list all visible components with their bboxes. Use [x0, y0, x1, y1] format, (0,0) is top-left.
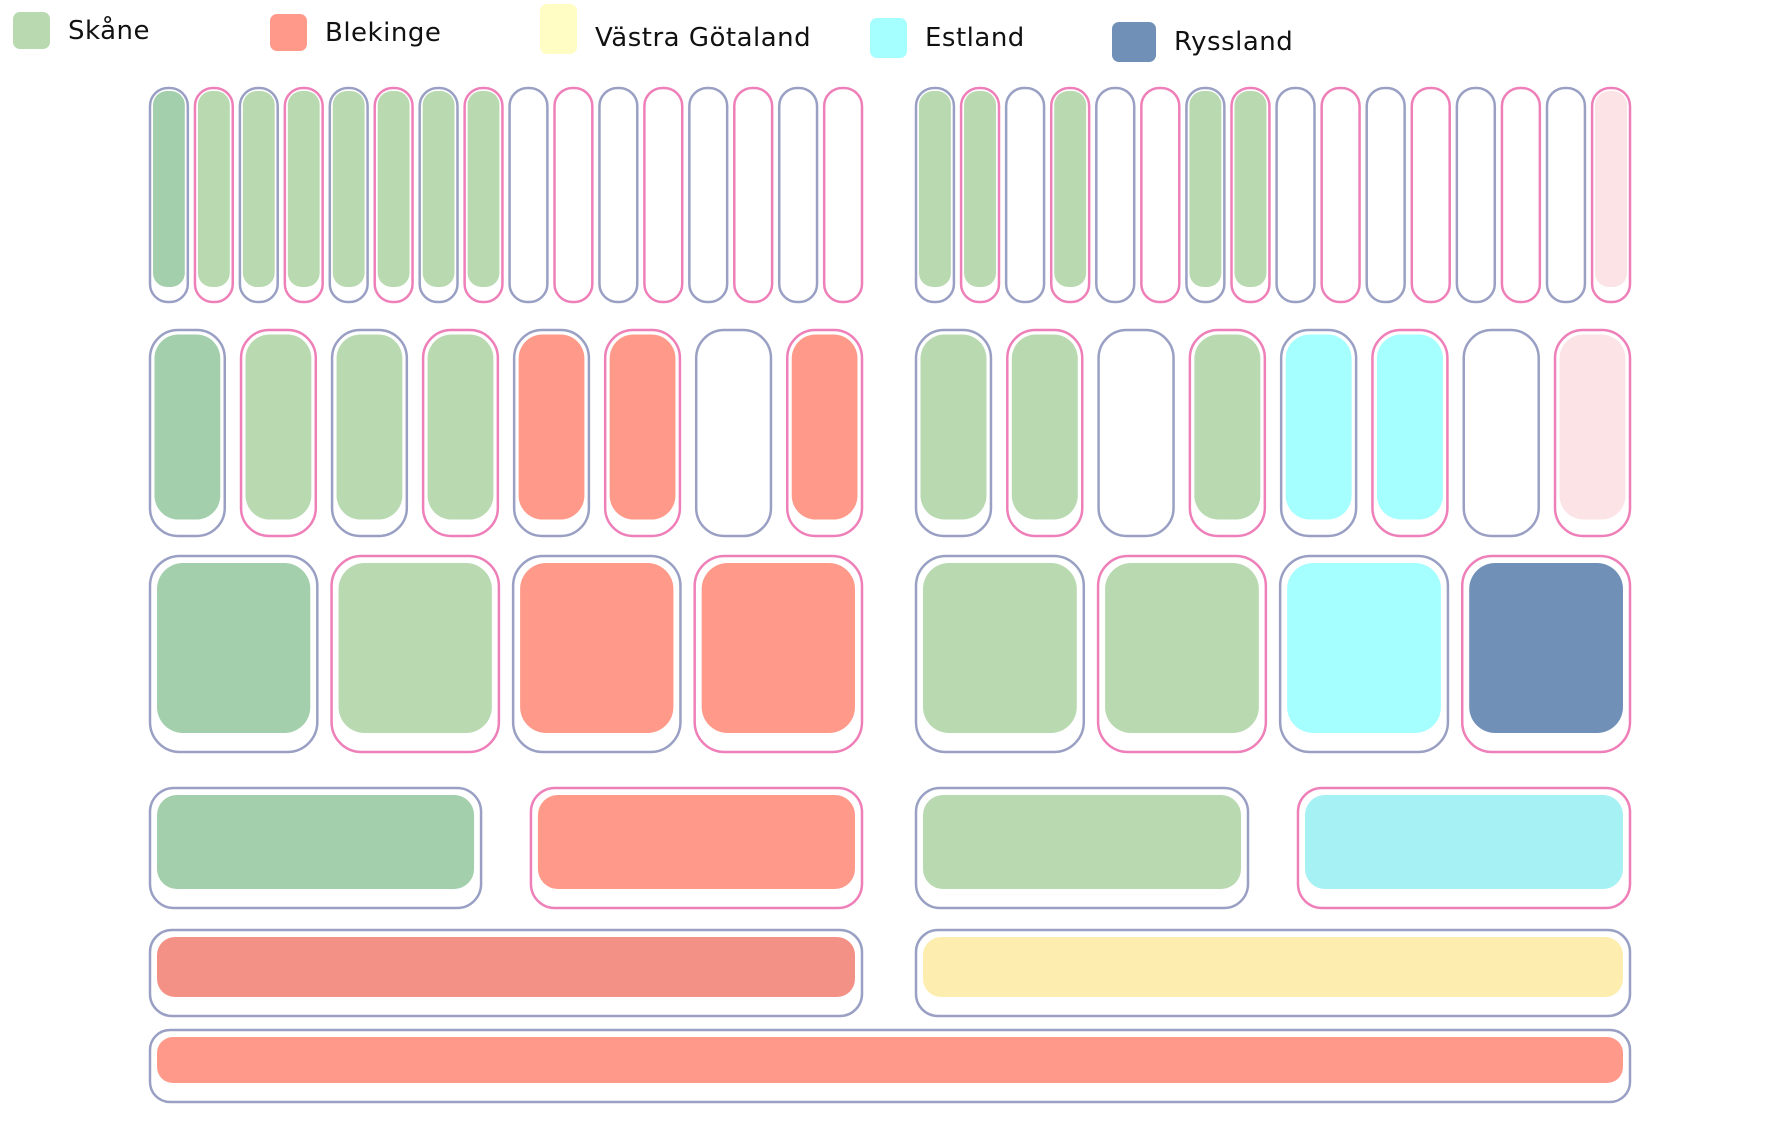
round-64-right-slot-7-fill [1189, 91, 1222, 287]
round-64-left-slot-1-fill [153, 91, 185, 287]
round-64-right-slot-frame [1275, 86, 1316, 304]
round-64-left-slot-7-fill [422, 91, 455, 287]
round-64-left-slot-4-fill [287, 91, 320, 287]
legend-item-estland: Estland [870, 18, 1025, 58]
round-64-left-slot-frame [508, 86, 549, 304]
legend-item-vastra-gotaland: Västra Götaland [540, 4, 811, 54]
semifinal-right-slot-1-fill [923, 937, 1623, 997]
round-64-right-slot-frame [1410, 86, 1451, 304]
round-64-right-slot-1-fill [919, 91, 951, 287]
round-64-right-slot-16-fill [1595, 91, 1627, 287]
round-64-right-slot-8-fill [1234, 91, 1267, 287]
legend-label-ryssland: Ryssland [1174, 27, 1294, 57]
round-64-right-slot-frame [1500, 86, 1542, 304]
round-32-right-slot-2-fill [1011, 334, 1078, 520]
round-32-right-slot-8-fill [1559, 334, 1626, 520]
round-64-left-slot-frame [777, 86, 819, 304]
round-32-left-slot-8-fill [791, 334, 858, 520]
round-32-left-slot-5-fill [518, 334, 585, 520]
round-32-left-slot-1-fill [154, 334, 221, 520]
round-16-right-slot-4-fill [1469, 563, 1623, 733]
legend-item-skane: Skåne [13, 12, 150, 49]
round-64-right-slot-2-fill [964, 91, 997, 287]
legend-swatch-estland [870, 18, 907, 58]
round-64-left-slot-frame [598, 86, 639, 304]
round-64-right-slot-frame [1004, 86, 1046, 304]
round-64-left-slot-3-fill [242, 91, 275, 287]
round-64-right-slot-frame [1320, 86, 1361, 304]
legend-swatch-blekinge [270, 14, 307, 51]
round-64-left-slot-2-fill [197, 91, 230, 287]
round-32-right-slot-1-fill [920, 334, 987, 520]
round-64-left-slot-6-fill [377, 91, 410, 287]
round-64-left-slot-frame [822, 86, 864, 304]
round-64-left-slot-5-fill [332, 91, 365, 287]
round-64-left-slot-frame [733, 86, 774, 304]
round-32-right-slot-6-fill [1376, 334, 1443, 520]
round-32-right-slot-4-fill [1194, 334, 1261, 520]
round-64-right-slot-frame [1455, 86, 1497, 304]
round-16-left-slot-4-fill [701, 563, 855, 733]
semifinal-left-slot-1-fill [157, 937, 855, 997]
round-32-left-slot-6-fill [609, 334, 676, 520]
round-64-right-slot-frame [1095, 86, 1136, 304]
legend-label-skane: Skåne [68, 15, 151, 46]
legend-label-blekinge: Blekinge [325, 17, 442, 48]
round-64-left-slot-frame [553, 86, 594, 304]
final-center-slot-1-fill [157, 1037, 1623, 1083]
round-64-left-slot-frame [688, 86, 729, 304]
round-64-right-slot-4-fill [1054, 91, 1087, 287]
round-32-right-slot-5-fill [1285, 334, 1352, 520]
legend-item-ryssland: Ryssland [1112, 22, 1293, 62]
round-32-left-slot-4-fill [427, 334, 494, 520]
round-64-right-slot-frame [1140, 86, 1181, 304]
legend-swatch-vastra-gotaland [540, 4, 577, 54]
round-64-left-slot-8-fill [467, 91, 500, 287]
quarterfinal-right-slot-2-fill [1304, 795, 1623, 889]
round-16-left-slot-3-fill [520, 563, 674, 733]
round-64-left-slot-frame [643, 86, 684, 304]
round-16-right-slot-3-fill [1287, 563, 1441, 733]
legend-label-estland: Estland [925, 23, 1025, 53]
round-16-left-slot-1-fill [157, 563, 311, 733]
quarterfinal-right-slot-1-fill [923, 795, 1242, 889]
round-64-right-slot-frame [1545, 86, 1587, 304]
legend-swatch-skane [13, 12, 50, 49]
legend-swatch-ryssland [1112, 22, 1156, 62]
round-16-right-slot-1-fill [923, 563, 1077, 733]
round-32-right-slot-frame [1097, 328, 1175, 538]
round-32-left-slot-3-fill [336, 334, 403, 520]
round-16-right-slot-2-fill [1105, 563, 1259, 733]
round-32-left-slot-frame [694, 328, 773, 538]
round-32-left-slot-2-fill [245, 334, 312, 520]
round-16-left-slot-2-fill [338, 563, 492, 733]
quarterfinal-left-slot-2-fill [537, 795, 855, 889]
quarterfinal-left-slot-1-fill [157, 795, 475, 889]
round-32-right-slot-frame [1462, 328, 1540, 538]
legend-item-blekinge: Blekinge [270, 14, 441, 51]
legend-label-vastra-gotaland: Västra Götaland [595, 23, 812, 53]
round-64-right-slot-frame [1365, 86, 1406, 304]
